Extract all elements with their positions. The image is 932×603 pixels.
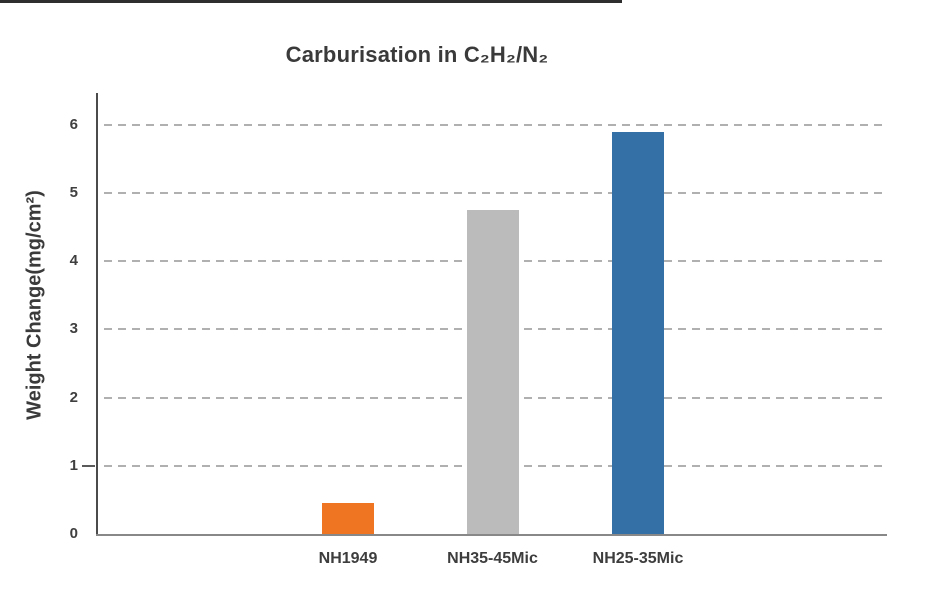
gridline-y6 xyxy=(104,123,887,126)
top-border-line xyxy=(0,0,622,3)
x-label-NH1949: NH1949 xyxy=(318,550,378,567)
y-tick-label-2: 2 xyxy=(69,388,78,406)
y-tick-label-6: 6 xyxy=(69,115,78,133)
y-axis-line xyxy=(96,93,98,535)
x-label-NH35-45Mic: NH35-45Mic xyxy=(447,550,538,567)
y-tick-label-1: 1 xyxy=(69,456,78,474)
x-label-NH25-35Mic: NH25-35Mic xyxy=(592,550,684,567)
bar-NH25-35Mic xyxy=(612,132,664,534)
y-tick-label-5: 5 xyxy=(69,184,78,201)
bar-NH35-45Mic xyxy=(466,210,519,534)
y-tick-label-4: 4 xyxy=(69,252,78,270)
bar-NH1949 xyxy=(322,503,374,534)
x-axis-line xyxy=(96,534,887,536)
y-tick-mark-1 xyxy=(82,464,95,467)
gridline-y5 xyxy=(104,192,887,194)
chart-title: Carburisation in C₂H₂/N₂ xyxy=(285,42,549,67)
y-tick-label-0: 0 xyxy=(69,525,78,542)
y-tick-label-3: 3 xyxy=(69,320,78,338)
